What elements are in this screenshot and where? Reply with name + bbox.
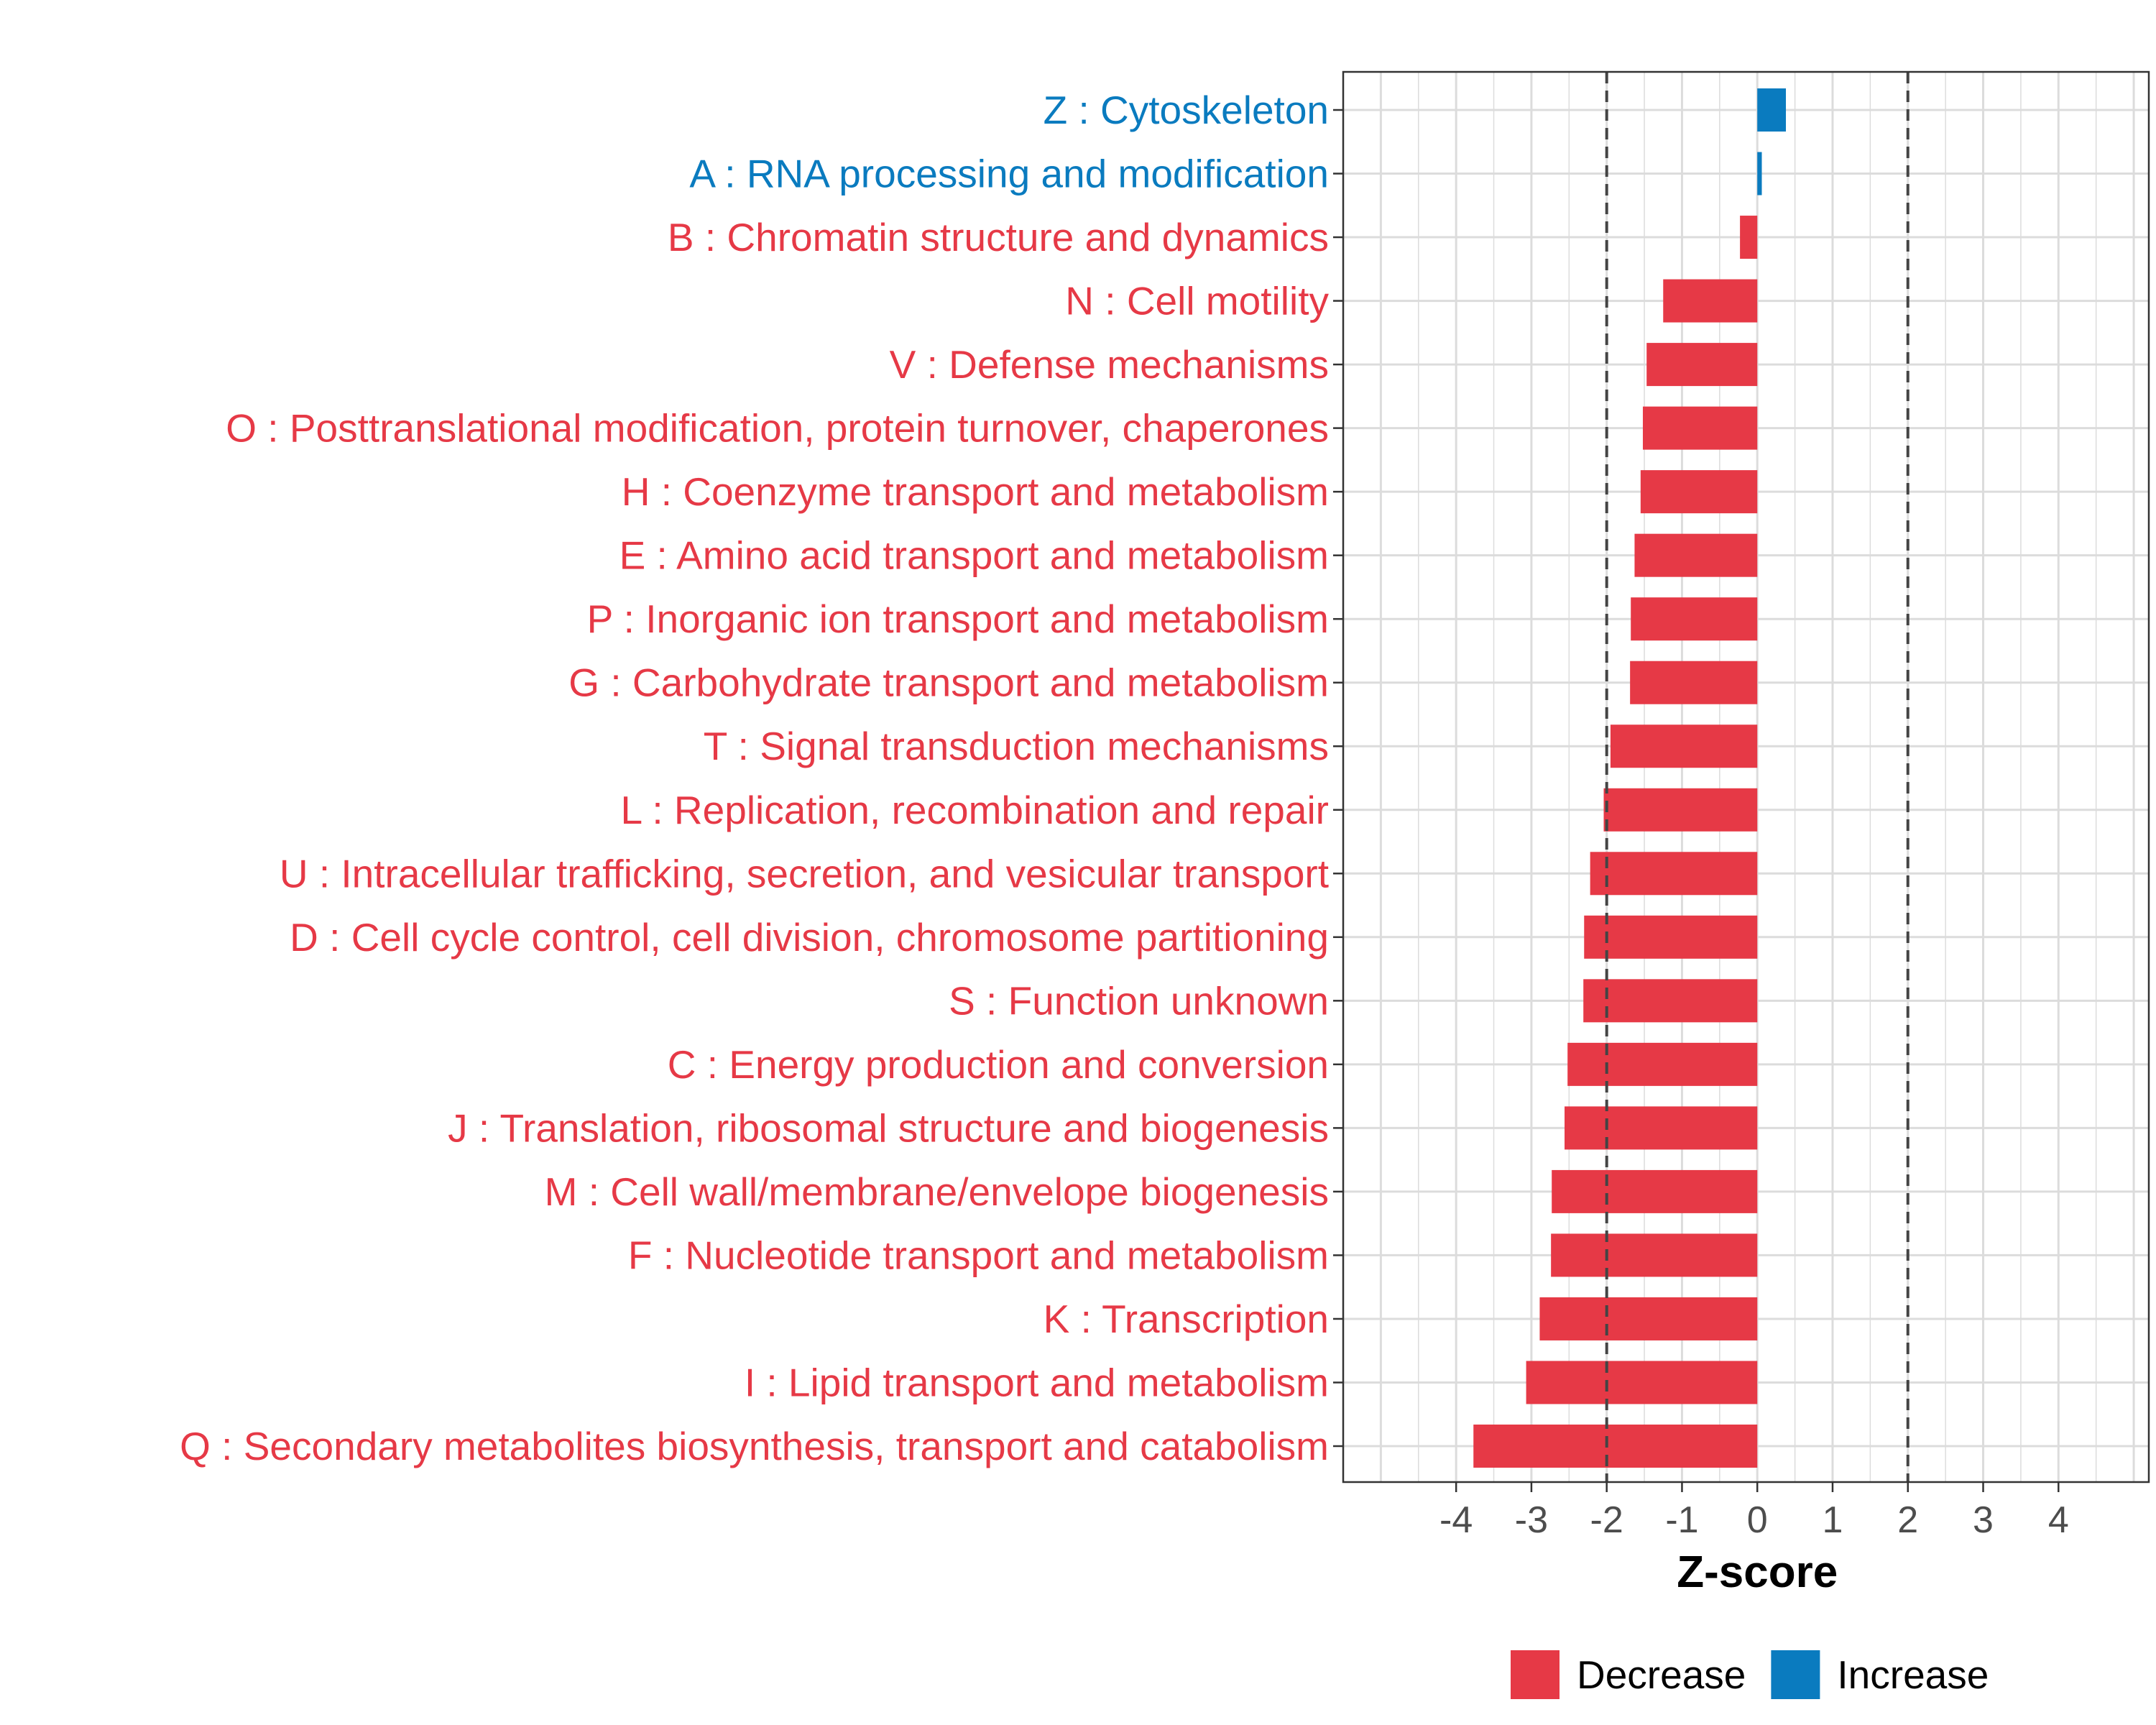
category-label: V : Defense mechanisms [890,342,1329,387]
bar [1646,343,1758,387]
x-tick-label: -2 [1590,1499,1623,1541]
category-label: T : Signal transduction mechanisms [704,724,1329,768]
panel-border [1342,70,2150,1484]
category-label: M : Cell wall/membrane/envelope biogenes… [545,1169,1329,1214]
category-label: L : Replication, recombination and repai… [621,788,1329,832]
bar [1565,1106,1758,1150]
legend-swatch [1771,1650,1820,1699]
x-axis-title: Z-score [1677,1547,1838,1597]
category-label: Z : Cytoskeleton [1044,88,1329,132]
bar [1757,88,1787,132]
category-label: H : Coenzyme transport and metabolism [622,469,1329,514]
category-label: S : Function unknown [949,978,1329,1023]
bar [1634,533,1758,577]
bar [1539,1297,1758,1340]
category-label: O : Posttranslational modification, prot… [226,406,1329,451]
category-label: A : RNA processing and modification [689,152,1329,196]
category-labels: Z : Cytoskeleton A : RNA processing and m… [180,88,1343,1468]
category-label: J : Translation, ribosomal structure and… [448,1105,1329,1150]
category-label: K : Transcription [1044,1297,1329,1341]
x-tick-label: 2 [1897,1499,1918,1541]
bar [1526,1361,1758,1404]
bar [1584,915,1758,959]
bar [1757,152,1762,196]
category-label: Q : Secondary metabolites biosynthesis, … [180,1424,1329,1468]
bar [1740,216,1758,259]
bar [1642,406,1758,450]
legend-label: Increase [1837,1652,1989,1697]
bar [1552,1169,1758,1213]
category-label: B : Chromatin structure and dynamics [668,215,1329,259]
bar [1590,852,1758,896]
bar [1630,661,1758,704]
bar [1640,470,1758,514]
category-label: P : Inorganic ion transport and metaboli… [587,597,1329,641]
bar [1610,724,1758,768]
bar [1631,597,1758,641]
category-label: U : Intracellular trafficking, secretion… [280,851,1329,896]
x-tick-label: -3 [1515,1499,1548,1541]
bar [1473,1425,1758,1468]
x-tick-label: -4 [1439,1499,1473,1541]
category-label: N : Cell motility [1065,279,1329,323]
category-label: I : Lipid transport and metabolism [745,1360,1329,1404]
legend: Decrease Increase [1511,1650,1989,1699]
bar [1583,979,1758,1023]
category-label: C : Energy production and conversion [668,1042,1329,1087]
x-axis-ticks: -4 -3 -2 -1 0 1 2 3 4 [1439,1482,2069,1541]
threshold-lines [1605,72,1909,1482]
bar [1551,1233,1758,1277]
legend-label: Decrease [1577,1652,1746,1697]
bars [1473,88,1787,1468]
x-tick-label: 0 [1747,1499,1768,1541]
x-tick-label: 1 [1823,1499,1843,1541]
x-tick-label: 3 [1973,1499,1994,1541]
category-label: F : Nucleotide transport and metabolism [628,1233,1329,1277]
bar [1663,279,1758,323]
bar [1567,1042,1758,1086]
bar [1603,788,1758,832]
x-tick-label: -1 [1665,1499,1698,1541]
legend-swatch [1511,1650,1560,1699]
category-label: G : Carbohydrate transport and metabolis… [568,661,1329,705]
category-label: E : Amino acid transport and metabolism [619,533,1329,578]
x-tick-label: 4 [2048,1499,2069,1541]
category-label: D : Cell cycle control, cell division, c… [290,915,1329,960]
